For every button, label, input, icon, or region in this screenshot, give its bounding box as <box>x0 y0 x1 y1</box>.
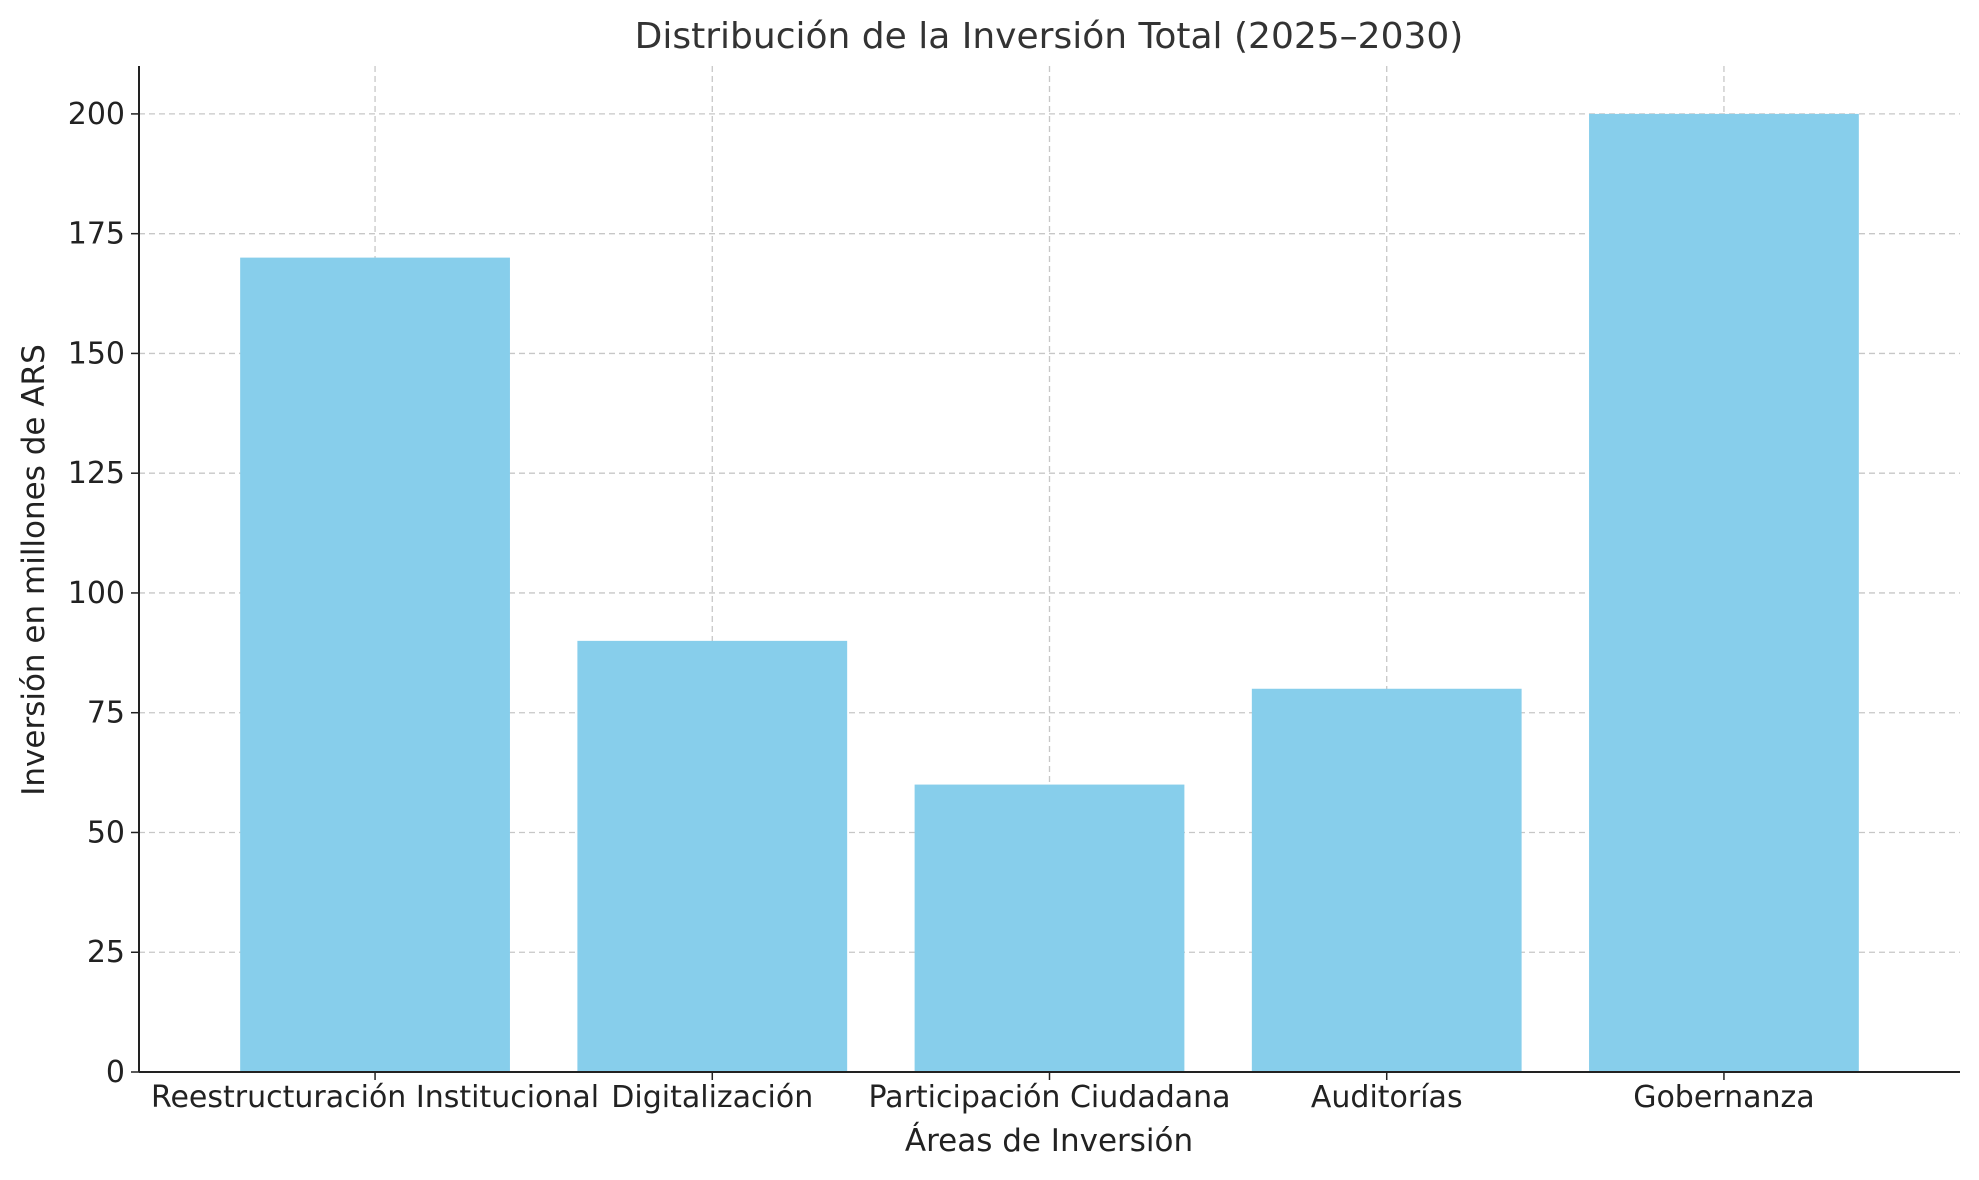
x-tick-label: Digitalización <box>611 1080 813 1115</box>
y-tick-label: 200 <box>68 97 125 132</box>
x-tick-label: Participación Ciudadana <box>868 1080 1230 1115</box>
x-axis-label: Áreas de Inversión <box>905 1123 1193 1159</box>
y-tick-label: 75 <box>87 696 125 731</box>
bar <box>1251 688 1522 1072</box>
tick-labels: 0 25 50 75 100 125 150 175 200 Reestructuración I… <box>68 97 1815 1115</box>
chart-title: Distribución de la Inversión Total (2025… <box>635 16 1464 57</box>
y-tick-label: 0 <box>106 1055 125 1090</box>
axes <box>131 66 1960 1080</box>
x-tick-label: Reestructuración Institucional <box>151 1080 599 1115</box>
y-tick-label: 150 <box>68 336 125 371</box>
y-tick-label: 25 <box>87 935 125 970</box>
x-tick-label: Auditorías <box>1311 1080 1463 1115</box>
bar <box>240 257 510 1073</box>
bars <box>240 113 1859 1073</box>
bar <box>577 640 848 1072</box>
y-tick-label: 100 <box>68 576 125 611</box>
y-tick-label: 175 <box>68 217 125 252</box>
bar <box>1589 113 1859 1072</box>
y-axis-label: Inversión en millones de ARS <box>16 344 52 796</box>
y-tick-label: 125 <box>68 456 125 491</box>
y-tick-label: 50 <box>87 815 125 850</box>
bar <box>914 784 1185 1072</box>
x-tick-label: Gobernanza <box>1633 1080 1814 1115</box>
